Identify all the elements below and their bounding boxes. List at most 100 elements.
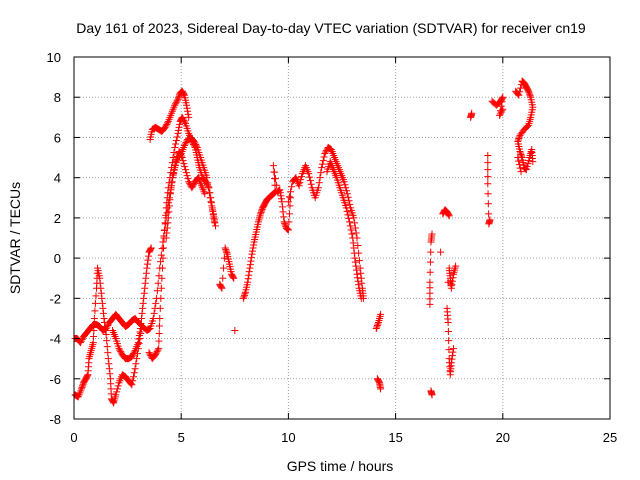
data-point bbox=[342, 204, 350, 212]
data-point bbox=[349, 234, 357, 242]
data-point bbox=[356, 264, 364, 272]
data-point bbox=[240, 291, 248, 299]
data-point bbox=[484, 152, 492, 160]
data-point bbox=[174, 129, 182, 137]
data-point bbox=[248, 247, 256, 255]
data-point bbox=[113, 388, 121, 396]
data-point bbox=[160, 244, 168, 252]
data-point bbox=[219, 274, 227, 282]
data-point bbox=[272, 175, 280, 183]
data-point bbox=[444, 318, 452, 326]
data-point bbox=[374, 320, 382, 328]
data-point bbox=[348, 230, 356, 238]
data-point bbox=[166, 190, 174, 198]
data-point bbox=[92, 292, 100, 300]
data-point bbox=[343, 190, 351, 198]
data-point bbox=[182, 138, 190, 146]
data-point bbox=[76, 339, 84, 347]
data-point bbox=[484, 173, 492, 181]
data-point bbox=[526, 92, 534, 100]
data-point bbox=[172, 136, 180, 144]
data-point bbox=[452, 262, 460, 270]
data-point bbox=[155, 337, 163, 345]
data-point bbox=[127, 380, 135, 388]
data-point bbox=[516, 84, 524, 92]
data-point bbox=[158, 245, 166, 253]
data-point bbox=[498, 107, 506, 115]
data-point bbox=[448, 352, 456, 360]
data-point bbox=[514, 154, 522, 162]
data-point bbox=[354, 277, 362, 285]
data-point bbox=[445, 211, 453, 219]
data-point bbox=[244, 275, 252, 283]
series-sat-o bbox=[512, 77, 537, 176]
data-point bbox=[315, 179, 323, 187]
data-point bbox=[217, 283, 225, 291]
data-point bbox=[99, 304, 107, 312]
data-point bbox=[162, 234, 170, 242]
data-point bbox=[377, 310, 385, 318]
data-point bbox=[444, 328, 452, 336]
data-point bbox=[180, 116, 188, 124]
data-point bbox=[135, 335, 143, 343]
data-point bbox=[437, 248, 445, 256]
data-point bbox=[158, 274, 166, 282]
data-point bbox=[172, 98, 180, 106]
data-point bbox=[137, 319, 145, 327]
data-point bbox=[102, 327, 110, 335]
data-point bbox=[143, 260, 151, 268]
data-point bbox=[497, 108, 505, 116]
data-point bbox=[426, 268, 434, 276]
y-tick-label: 4 bbox=[54, 171, 61, 186]
data-point bbox=[269, 162, 277, 170]
data-point bbox=[153, 348, 161, 356]
x-tick-label: 15 bbox=[388, 430, 402, 445]
data-point bbox=[165, 208, 173, 216]
data-point bbox=[184, 107, 192, 115]
data-point bbox=[345, 214, 353, 222]
data-point bbox=[210, 216, 218, 224]
data-point bbox=[257, 210, 265, 218]
data-point bbox=[285, 218, 293, 226]
data-point bbox=[276, 186, 284, 194]
data-point bbox=[168, 182, 176, 190]
data-point bbox=[449, 345, 457, 353]
data-point bbox=[130, 348, 138, 356]
data-point bbox=[444, 278, 452, 286]
data-point bbox=[162, 122, 170, 130]
data-point bbox=[155, 345, 163, 353]
data-point bbox=[345, 197, 353, 205]
data-point bbox=[321, 150, 329, 158]
data-point bbox=[239, 294, 247, 302]
data-point bbox=[180, 160, 188, 168]
series-sat-f bbox=[162, 133, 220, 242]
data-point bbox=[179, 157, 187, 165]
data-point bbox=[426, 258, 434, 266]
data-point bbox=[246, 261, 254, 269]
data-point bbox=[445, 346, 453, 354]
x-tick-label: 5 bbox=[178, 430, 185, 445]
y-tick-label: -8 bbox=[49, 412, 61, 427]
data-point bbox=[516, 149, 524, 157]
data-point bbox=[250, 241, 258, 249]
data-point bbox=[516, 131, 524, 139]
data-point bbox=[515, 91, 523, 99]
data-point bbox=[496, 110, 504, 118]
data-point bbox=[78, 336, 86, 344]
data-point bbox=[320, 153, 328, 161]
data-point bbox=[77, 337, 85, 345]
data-point bbox=[372, 325, 380, 332]
data-point bbox=[244, 278, 252, 286]
data-point bbox=[136, 328, 144, 336]
data-point bbox=[134, 339, 142, 347]
data-point bbox=[78, 383, 86, 391]
y-tick-label: 0 bbox=[54, 251, 61, 266]
data-point bbox=[284, 198, 292, 206]
data-point bbox=[140, 294, 148, 302]
data-point bbox=[175, 126, 183, 134]
data-point bbox=[240, 293, 248, 301]
data-point bbox=[91, 299, 99, 307]
data-point bbox=[179, 115, 187, 123]
data-point bbox=[307, 180, 315, 188]
